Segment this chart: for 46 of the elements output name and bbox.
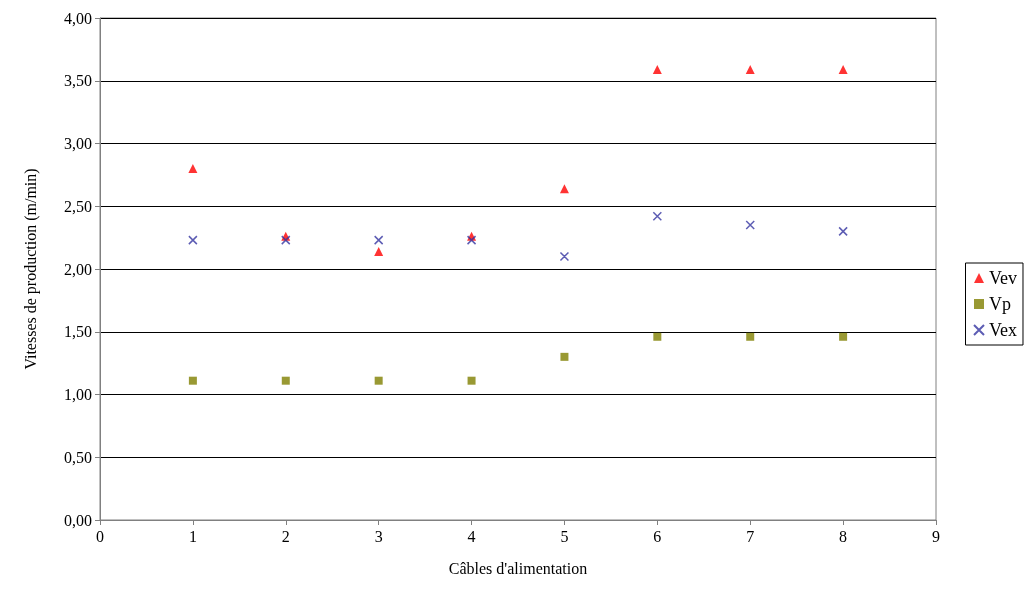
point: [652, 64, 662, 74]
y-tick-label: 0,00: [64, 511, 92, 529]
x-tick-label: 2: [281, 527, 290, 545]
point: [839, 332, 848, 341]
legend-label: Vp: [989, 294, 1012, 314]
y-tick-label: 2,50: [64, 197, 92, 215]
point: [838, 226, 848, 237]
x-tick-label: 4: [467, 527, 476, 545]
x-tick-label: 0: [96, 527, 104, 545]
point: [374, 376, 383, 385]
point: [745, 220, 755, 230]
point: [838, 64, 848, 74]
point: [652, 211, 663, 222]
point: [188, 235, 198, 245]
point: [653, 332, 662, 341]
point: [560, 352, 569, 361]
y-tick-label: 3,00: [64, 135, 92, 152]
point: [281, 235, 291, 245]
x-axis-title: Câbles d'alimentation: [448, 559, 588, 577]
y-tick-label: 2,00: [64, 260, 92, 278]
legend-label: Vex: [989, 320, 1018, 340]
x-tick-label: 3: [374, 527, 383, 545]
point: [281, 376, 290, 385]
x-tick-label: 9: [932, 527, 940, 545]
x-tick-label: 1: [188, 527, 197, 545]
point: [466, 235, 477, 245]
point: [559, 184, 569, 194]
x-tick-label: 5: [560, 527, 569, 545]
y-tick-label: 4,00: [64, 9, 92, 27]
legend-label: Vev: [989, 268, 1018, 288]
point: [188, 164, 198, 174]
x-tick-label: 8: [839, 527, 848, 545]
point: [559, 251, 570, 262]
y-axis-title: Vitesses de production (m/min): [21, 168, 40, 370]
y-tick-label: 3,50: [64, 72, 92, 90]
point: [373, 235, 384, 245]
point: [745, 64, 755, 74]
point: [467, 376, 476, 385]
point: [746, 332, 755, 341]
y-tick-label: 0,50: [64, 448, 92, 466]
x-tick-label: 6: [653, 527, 662, 545]
y-tick-label: 1,50: [64, 323, 92, 341]
x-tick-label: 7: [746, 527, 755, 545]
point: [188, 376, 197, 385]
y-tick-label: 1,00: [64, 386, 92, 403]
point: [374, 246, 384, 256]
